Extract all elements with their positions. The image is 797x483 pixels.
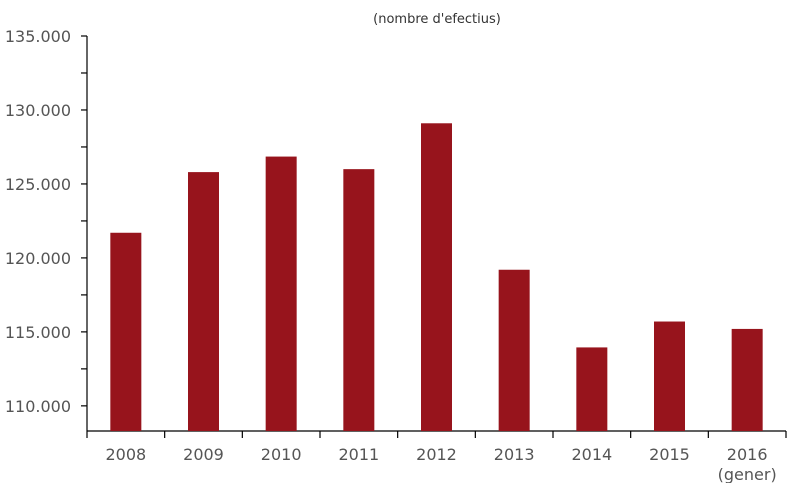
y-tick-label: 115.000 bbox=[5, 323, 71, 342]
y-tick-label: 130.000 bbox=[5, 101, 71, 120]
bar-2016 bbox=[731, 328, 763, 431]
bar-2011 bbox=[343, 169, 375, 432]
x-tick-label: 2012 bbox=[416, 445, 457, 464]
x-tick-label: 2008 bbox=[105, 445, 146, 464]
bars bbox=[110, 123, 763, 432]
bar-2010 bbox=[265, 156, 297, 431]
y-axis: 110.000 115.000 120.000 125.000 130.000 135.0… bbox=[5, 27, 88, 431]
x-tick-label: 2015 bbox=[649, 445, 690, 464]
x-tick-sublabel: (gener) bbox=[718, 465, 777, 483]
y-tick-label: 120.000 bbox=[5, 249, 71, 268]
x-axis: 2008 2009 2010 2011 2012 2013 2014 2015 2016(gen… bbox=[86, 430, 787, 483]
y-tick-label: 135.000 bbox=[5, 27, 71, 46]
x-tick-label: 2011 bbox=[338, 445, 379, 464]
bar-2013 bbox=[498, 269, 530, 431]
bar-2009 bbox=[188, 172, 219, 432]
x-tick-label: 2014 bbox=[571, 445, 612, 464]
bar-2012 bbox=[421, 123, 452, 432]
y-tick-label: 125.000 bbox=[5, 175, 71, 194]
x-tick-label: 2010 bbox=[261, 445, 302, 464]
bar-2008 bbox=[110, 232, 142, 431]
y-tick-label: 110.000 bbox=[5, 397, 71, 416]
x-tick-label: 2009 bbox=[183, 445, 224, 464]
x-tick-label: 2016 bbox=[727, 445, 768, 464]
bar-2014 bbox=[576, 347, 608, 431]
x-tick-label: 2013 bbox=[494, 445, 535, 464]
chart-subtitle: (nombre d'efectius) bbox=[373, 12, 501, 27]
bar-2015 bbox=[654, 321, 685, 431]
